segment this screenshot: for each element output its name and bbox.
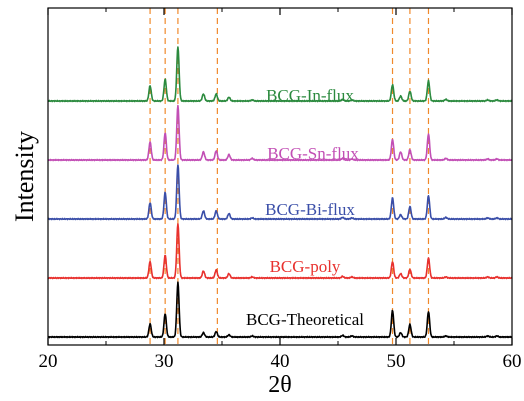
series-label-bcg-bi-flux: BCG-Bi-flux [265, 200, 355, 219]
x-axis-label: 2θ [268, 372, 292, 398]
x-tick-label-30: 30 [155, 351, 174, 372]
series-line-bcg-in-flux [47, 46, 513, 103]
series-line-bcg-theoretical [47, 281, 513, 339]
x-tick-label-40: 40 [271, 351, 290, 372]
x-tick-label-60: 60 [503, 351, 522, 372]
series-line-bcg-sn-flux [47, 104, 513, 162]
x-tick-label-20: 20 [39, 351, 58, 372]
series-line-bcg-poly [47, 223, 513, 280]
series-line-bcg-bi-flux [47, 164, 513, 221]
series-label-bcg-sn-flux: BCG-Sn-flux [267, 144, 359, 163]
series-label-bcg-theoretical: BCG-Theoretical [246, 310, 364, 329]
series-label-bcg-poly: BCG-poly [270, 257, 341, 276]
y-axis-label: Intensity [10, 131, 39, 222]
x-tick-label-50: 50 [387, 351, 406, 372]
series-label-bcg-in-flux: BCG-In-flux [266, 86, 354, 105]
